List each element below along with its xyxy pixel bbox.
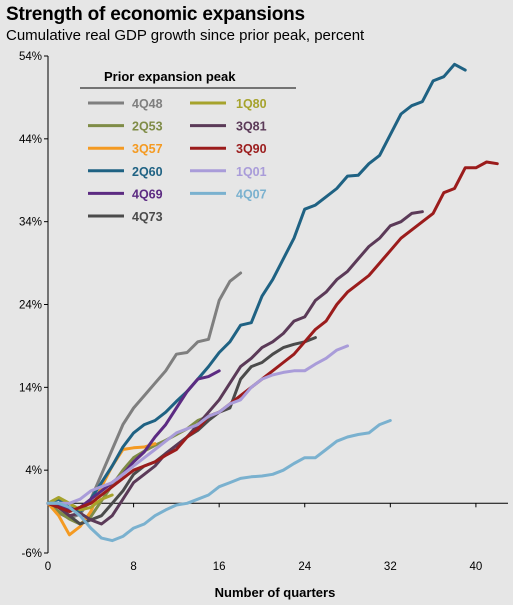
legend-label-3q81: 3Q81 [236, 120, 267, 134]
chart-legend: Prior expansion peak 4Q48 1Q80 2Q53 3Q81 3Q57… [80, 69, 296, 224]
chart-title: Strength of economic expansions [6, 4, 305, 25]
series-line-4q69 [46, 369, 221, 512]
series-line-2q60 [46, 62, 467, 514]
x-tick-label: 40 [470, 561, 483, 573]
y-tick-label: 14% [19, 382, 42, 394]
series-line-4q48 [46, 271, 243, 520]
legend-label-3q57: 3Q57 [132, 142, 163, 156]
series-line-3q90 [46, 160, 499, 514]
y-tick-label: 54% [19, 51, 42, 63]
chart-axes: -6% 4% 14% 24% 34% 44% 54% 0 8 16 24 32 40 [19, 51, 508, 573]
legend-title: Prior expansion peak [104, 69, 236, 84]
legend-label-2q60: 2Q60 [132, 165, 163, 179]
series-line-3q81 [46, 210, 424, 526]
legend-label-4q69: 4Q69 [132, 187, 163, 201]
x-tick-label: 16 [213, 561, 226, 573]
x-axis-label: Number of quarters [215, 585, 336, 600]
legend-label-1q01: 1Q01 [236, 165, 267, 179]
chart-subtitle: Cumulative real GDP growth since prior p… [6, 27, 365, 44]
x-tick-label: 32 [384, 561, 397, 573]
legend-label-4q73: 4Q73 [132, 210, 163, 224]
series-line-1q80 [46, 493, 114, 512]
series-line-4q07 [46, 419, 392, 543]
x-tick-label: 0 [45, 561, 51, 573]
legend-label-4q07: 4Q07 [236, 187, 267, 201]
legend-label-1q80: 1Q80 [236, 97, 267, 111]
legend-label-3q90: 3Q90 [236, 142, 267, 156]
legend-label-2q53: 2Q53 [132, 120, 163, 134]
x-tick-label: 8 [130, 561, 136, 573]
y-tick-label: -6% [22, 548, 42, 560]
y-tick-label: 4% [25, 465, 42, 477]
legend-label-4q48: 4Q48 [132, 97, 163, 111]
y-tick-label: 44% [19, 134, 42, 146]
chart-series [46, 62, 499, 543]
x-tick-label: 24 [298, 561, 311, 573]
y-tick-label: 34% [19, 217, 42, 229]
series-line-1q01 [46, 344, 349, 505]
y-tick-label: 24% [19, 300, 42, 312]
